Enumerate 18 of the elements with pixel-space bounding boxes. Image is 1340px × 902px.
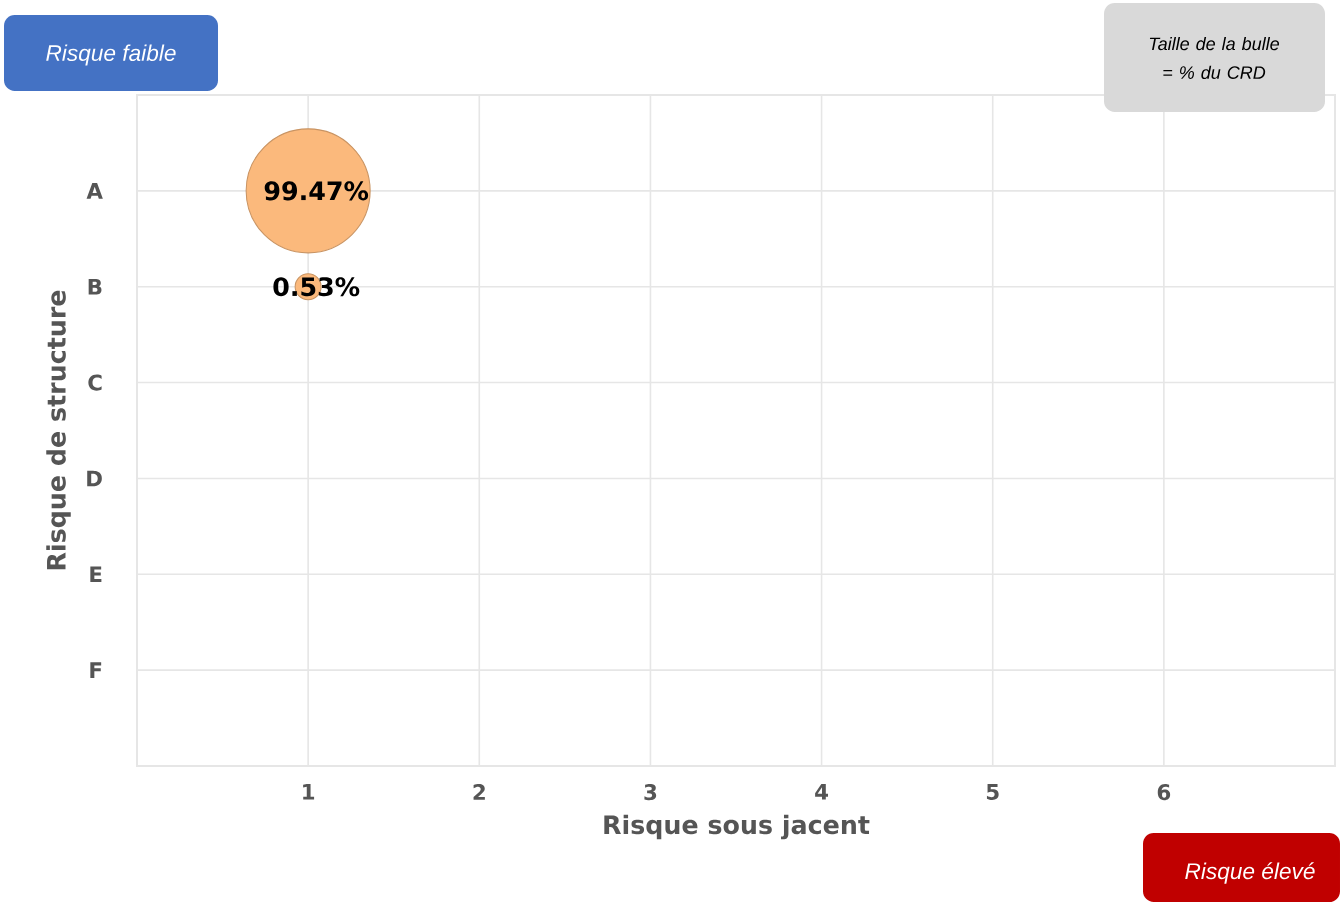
x-tick-label: 5 (986, 784, 999, 800)
text: Taille de la bulle = % du CRD (1149, 36, 1280, 79)
x-axis-title: Risque sous jacent (604, 814, 870, 840)
annotation: 99.47% (264, 181, 369, 201)
y-tick-label: F (90, 662, 102, 678)
x-tick-label: 1 (303, 784, 315, 800)
y-tick-label: C (88, 374, 102, 391)
y-tick-label: A (86, 183, 103, 199)
x-tick-label: 4 (815, 784, 829, 800)
y-tick-label: D (87, 470, 102, 487)
y-axis-title: Risque de structure (46, 290, 71, 570)
y-tick-label: E (90, 566, 102, 583)
x-tick-label: 3 (644, 784, 657, 801)
text: Risque élevé (1185, 862, 1315, 884)
x-tick-label: 6 (1157, 784, 1171, 801)
text: Risque faible (46, 44, 176, 66)
x-tick-label: 2 (473, 784, 485, 800)
y-tick-label: B (88, 278, 102, 295)
